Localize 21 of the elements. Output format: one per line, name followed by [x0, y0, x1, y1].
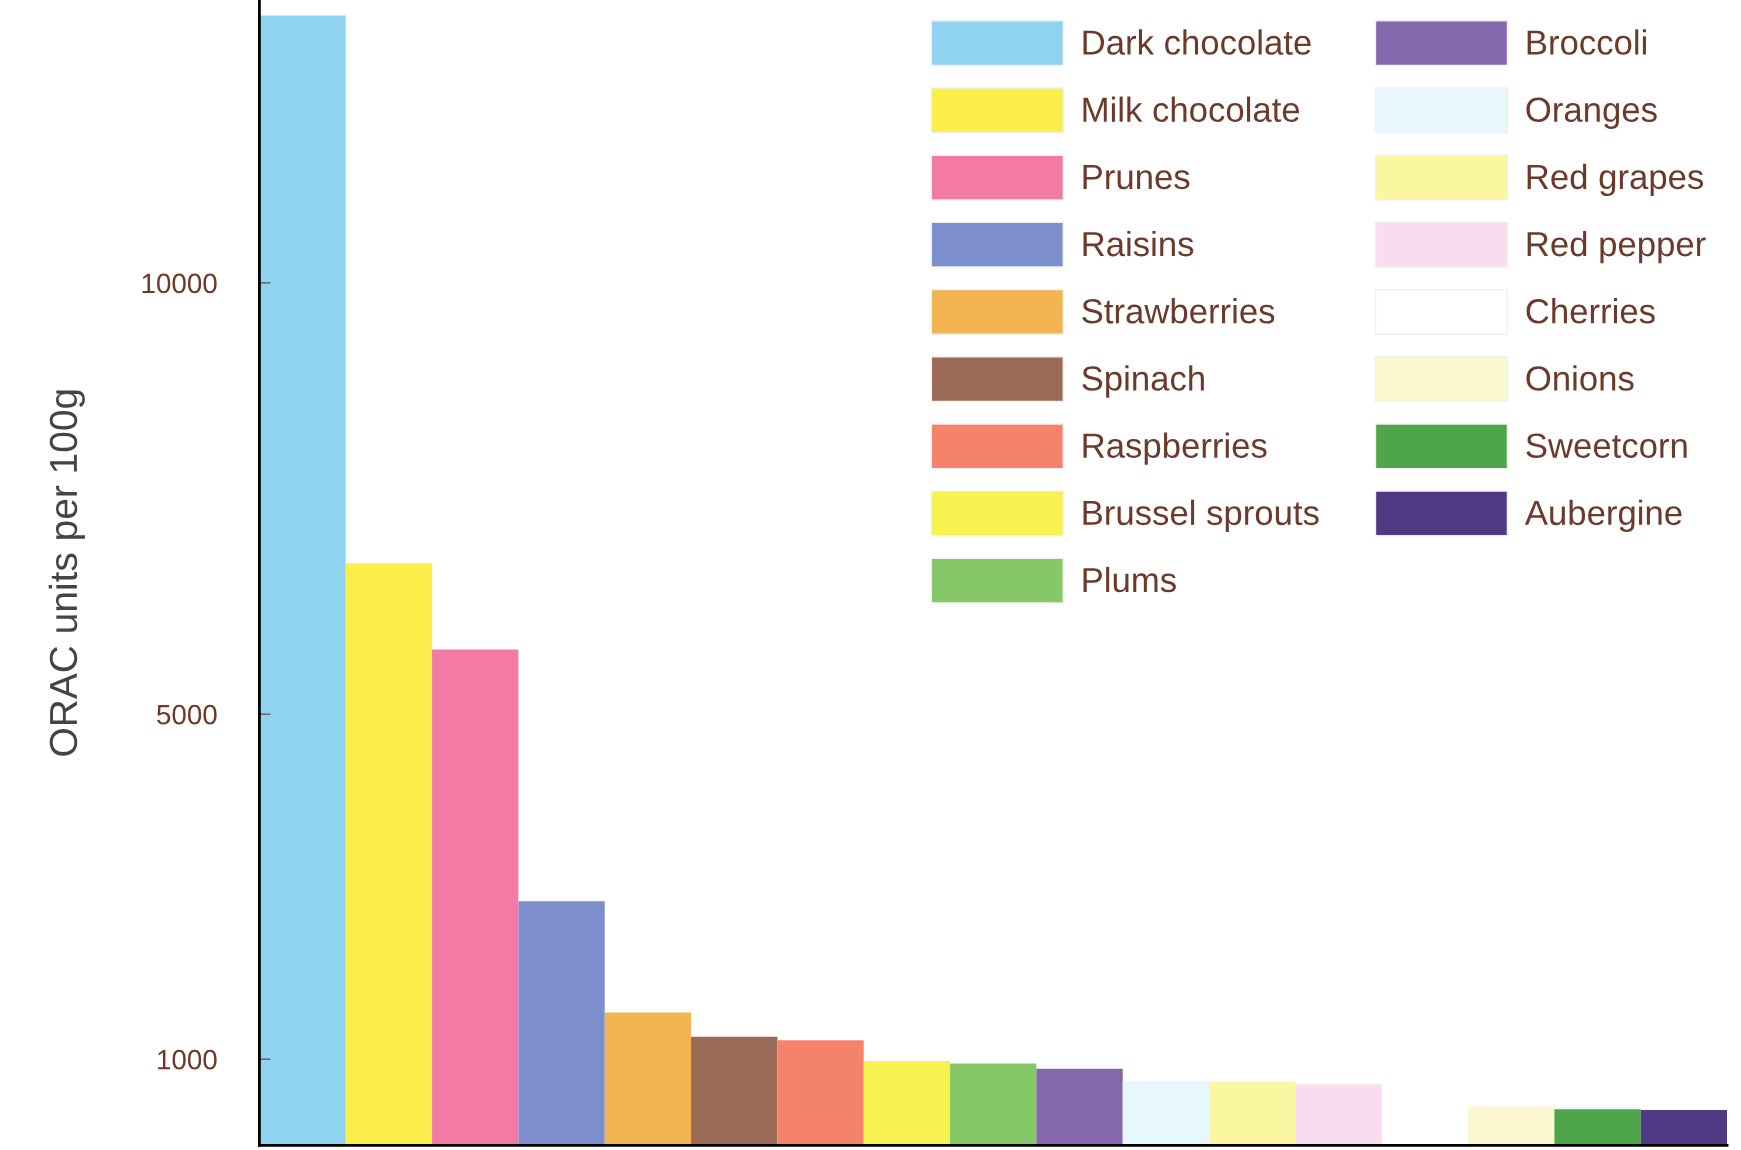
legend-label: Red grapes — [1527, 163, 1704, 197]
legend-label: Milk chocolate — [1083, 96, 1300, 123]
y-tick-label: 5000 — [157, 704, 217, 725]
legend-label: Brussel sprouts — [1083, 499, 1319, 533]
y-tick-label: 1000 — [158, 1049, 217, 1070]
legend-label: Cherries — [1526, 298, 1655, 324]
legend-label: Oranges — [1526, 97, 1657, 129]
legend-label: Dark chocolate — [1083, 29, 1311, 55]
y-axis-title: ORAC units per 100g — [48, 390, 85, 756]
y-tick-label: 10000 — [142, 273, 217, 294]
legend-label: Raisins — [1083, 230, 1194, 257]
legend-label: Spinach — [1082, 365, 1204, 398]
legend-label: Plums — [1083, 566, 1176, 593]
legend-label: Raspberries — [1083, 432, 1267, 465]
legend-label: Sweetcorn — [1526, 433, 1687, 458]
legend-label: Prunes — [1083, 165, 1190, 190]
legend-label: Aubergine — [1524, 499, 1682, 533]
legend-label: Strawberries — [1082, 298, 1275, 324]
legend-label: Broccoli — [1527, 29, 1646, 55]
legend-label: Red pepper — [1527, 230, 1706, 264]
legend-label: Onions — [1526, 365, 1634, 391]
